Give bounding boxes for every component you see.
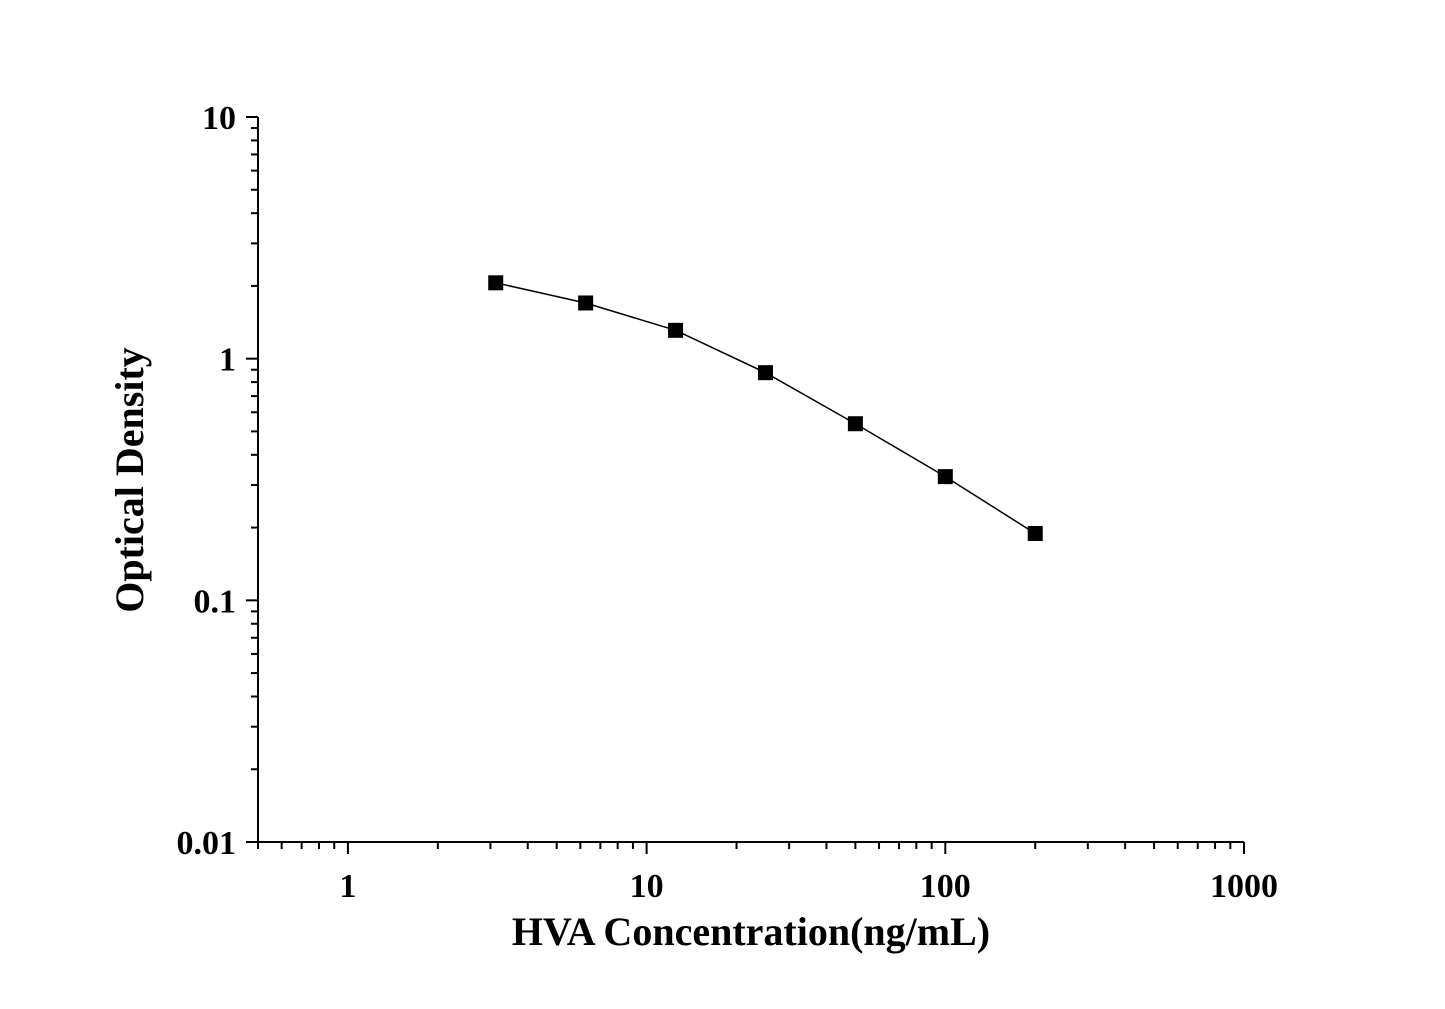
data-point bbox=[578, 295, 594, 311]
x-tick-labels: 1 10 100 1000 bbox=[339, 868, 1278, 905]
data-point bbox=[668, 322, 684, 338]
x-tick-label: 10 bbox=[630, 868, 664, 905]
plot-area bbox=[488, 275, 1043, 542]
data-point bbox=[1027, 526, 1043, 542]
data-point bbox=[757, 365, 773, 381]
y-tick-label: 0.1 bbox=[194, 583, 237, 620]
y-tick-label: 10 bbox=[202, 100, 236, 137]
data-point bbox=[488, 275, 504, 291]
y-axis-label: Optical Density bbox=[107, 347, 152, 613]
y-tick-labels: 0.01 0.1 1 10 bbox=[177, 100, 237, 862]
y-tick-label: 0.01 bbox=[177, 825, 237, 862]
data-point bbox=[847, 416, 863, 432]
data-point bbox=[937, 469, 953, 485]
y-tick-label: 1 bbox=[219, 342, 236, 379]
x-tick-label: 1000 bbox=[1210, 868, 1278, 905]
axes bbox=[246, 116, 1245, 854]
x-axis-label: HVA Concentration(ng/mL) bbox=[512, 909, 990, 954]
x-tick-label: 1 bbox=[339, 868, 356, 905]
series-line bbox=[495, 282, 1036, 535]
x-tick-label: 100 bbox=[920, 868, 971, 905]
